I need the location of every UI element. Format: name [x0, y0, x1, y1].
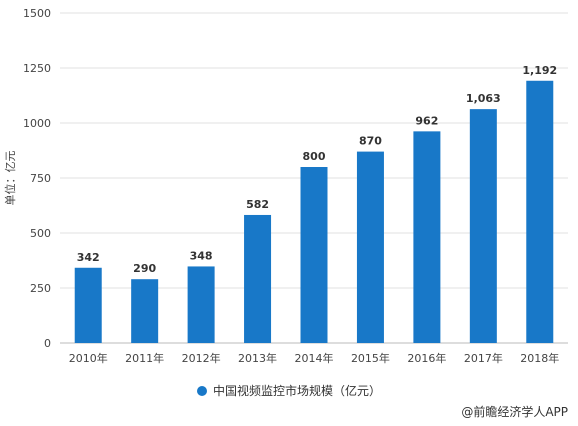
data-label: 1,192 [522, 64, 557, 77]
x-tick-label: 2015年 [351, 351, 390, 365]
x-tick-label: 2017年 [464, 351, 503, 365]
y-tick-label: 1000 [23, 117, 51, 130]
bar-chart: 0 250 500 750 1000 1250 1500 单位：亿元 342 290 348 58… [3, 7, 568, 365]
data-label: 870 [359, 135, 382, 148]
x-axis-ticks: 2010年 2011年 2012年 2013年 2014年 2015年 2016年 2017年… [69, 351, 560, 365]
legend-label: 中国视频监控市场规模（亿元） [212, 384, 381, 398]
x-tick-label: 2011年 [125, 351, 164, 365]
source-credit: @前瞻经济学人APP [461, 405, 568, 419]
bar [244, 214, 272, 343]
bar [300, 167, 328, 343]
data-label: 290 [133, 262, 156, 275]
legend-marker [196, 386, 207, 396]
bar [356, 151, 384, 343]
data-label: 1,063 [466, 92, 501, 105]
data-label: 800 [303, 150, 326, 163]
bar [526, 80, 554, 343]
bar [131, 279, 159, 343]
data-label: 342 [77, 251, 100, 264]
data-label: 582 [246, 198, 269, 211]
data-labels: 342 290 348 582 800 870 962 1,063 1,192 [77, 64, 557, 275]
bars [74, 80, 554, 343]
y-tick-label: 750 [30, 172, 51, 185]
x-tick-label: 2014年 [295, 351, 334, 365]
y-axis-ticks: 0 250 500 750 1000 1250 1500 [23, 7, 51, 350]
x-tick-label: 2013年 [238, 351, 277, 365]
bar [74, 267, 102, 343]
x-tick-label: 2010年 [69, 351, 108, 365]
x-tick-label: 2016年 [407, 351, 446, 365]
y-tick-label: 250 [30, 282, 51, 295]
x-tick-label: 2012年 [182, 351, 221, 365]
x-tick-label: 2018年 [520, 351, 559, 365]
data-label: 962 [415, 114, 438, 127]
bar [413, 131, 441, 343]
bar [469, 109, 497, 343]
data-label: 348 [190, 249, 213, 262]
y-tick-label: 1250 [23, 62, 51, 75]
legend: 中国视频监控市场规模（亿元） [0, 382, 578, 399]
y-tick-label: 500 [30, 227, 51, 240]
y-axis-label: 单位：亿元 [3, 151, 17, 206]
y-tick-label: 0 [44, 337, 51, 350]
bar [187, 266, 215, 343]
y-tick-label: 1500 [23, 7, 51, 20]
